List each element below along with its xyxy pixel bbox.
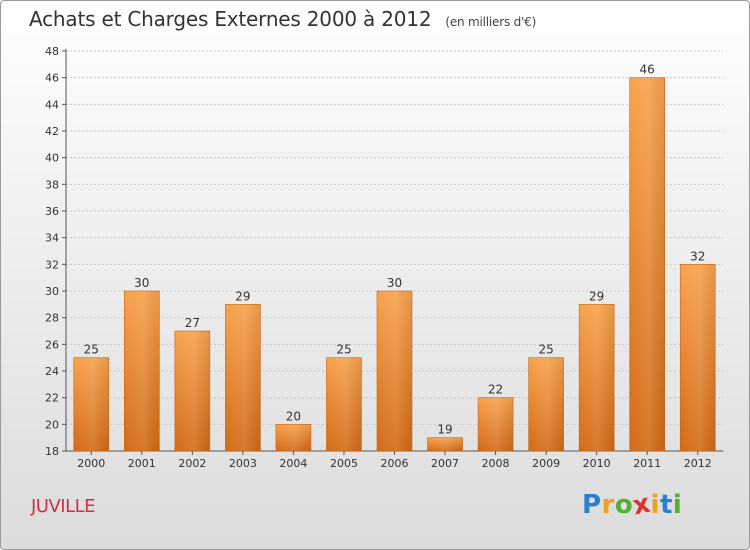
bar-value-label: 19 <box>437 423 452 437</box>
bars <box>73 77 716 452</box>
bar-value-label: 22 <box>488 383 503 397</box>
bar-value-label: 25 <box>336 343 351 357</box>
proxiti-logo: Proxiti <box>582 489 683 522</box>
bar-highlight <box>579 304 615 451</box>
bar-value-label: 29 <box>235 289 250 303</box>
x-tick-label: 2011 <box>633 457 661 470</box>
chart-title-text: Achats et Charges Externes 2000 à 2012 <box>29 7 432 31</box>
bar-value-label: 27 <box>185 316 200 330</box>
logo-letter: i <box>672 490 683 520</box>
x-tick-label: 2008 <box>482 457 510 470</box>
x-tick-label: 2009 <box>532 457 560 470</box>
y-tick-label: 22 <box>45 392 59 405</box>
bar-highlight <box>377 291 412 451</box>
x-tick-label: 2012 <box>684 457 712 470</box>
logo-letter: r <box>601 490 615 520</box>
bar-highlight <box>478 397 514 451</box>
y-tick-label: 44 <box>45 98 59 111</box>
y-tick-label: 46 <box>45 72 59 85</box>
bar-value-label: 32 <box>690 249 705 263</box>
y-tick-label: 20 <box>45 418 59 431</box>
x-tick-label: 2005 <box>330 457 358 470</box>
x-tick-label: 2010 <box>583 457 611 470</box>
labels: 25 2000 30 2001 27 2002 29 2003 20 2004 25 2005 30 20… <box>77 63 711 470</box>
x-tick-label: 2006 <box>381 457 409 470</box>
bar-value-label: 25 <box>538 343 553 357</box>
logo-letter: t <box>659 490 673 520</box>
x-tick-label: 2002 <box>178 457 206 470</box>
y-tick-label: 30 <box>45 285 59 298</box>
chart-title: Achats et Charges Externes 2000 à 2012 (e… <box>29 7 536 31</box>
x-tick-label: 2000 <box>77 457 105 470</box>
y-tick-label: 48 <box>45 45 59 58</box>
bar-value-label: 46 <box>640 63 655 77</box>
y-tick-label: 36 <box>45 205 59 218</box>
bar-value-label: 30 <box>134 276 149 290</box>
y-tick-label: 32 <box>45 258 59 271</box>
bar-value-label: 20 <box>286 409 301 423</box>
y-tick-label: 42 <box>45 125 59 138</box>
y-tick-label: 18 <box>45 445 59 458</box>
y-tick-label: 24 <box>45 365 59 378</box>
bar-highlight <box>629 77 665 452</box>
bar-highlight <box>326 357 362 451</box>
bar-highlight <box>124 291 160 451</box>
x-tick-label: 2003 <box>229 457 257 470</box>
y-tick-label: 26 <box>45 338 59 351</box>
bar-highlight <box>427 437 463 451</box>
logo-letter: i <box>650 490 660 520</box>
location-label: JUVILLE <box>31 496 96 517</box>
y-tick-label: 40 <box>45 152 59 165</box>
y-tick-label: 38 <box>45 178 59 191</box>
bar-highlight <box>174 331 210 451</box>
y-tick-label: 28 <box>45 312 59 325</box>
x-tick-label: 2004 <box>279 457 307 470</box>
chart-subtitle: (en milliers d'€) <box>445 15 537 29</box>
x-tick-label: 2007 <box>431 457 459 470</box>
bar-highlight <box>528 357 564 451</box>
y-tick-label: 34 <box>45 232 59 245</box>
bar-value-label: 25 <box>84 343 99 357</box>
logo-letter: P <box>582 490 602 520</box>
bar-value-label: 29 <box>589 289 604 303</box>
bar-value-label: 30 <box>387 276 402 290</box>
logo-letter: o <box>614 490 634 520</box>
bar-highlight <box>275 424 311 451</box>
bar-highlight <box>680 264 716 451</box>
x-tick-label: 2001 <box>128 457 156 470</box>
bar-highlight <box>73 357 109 451</box>
bar-highlight <box>225 304 261 451</box>
